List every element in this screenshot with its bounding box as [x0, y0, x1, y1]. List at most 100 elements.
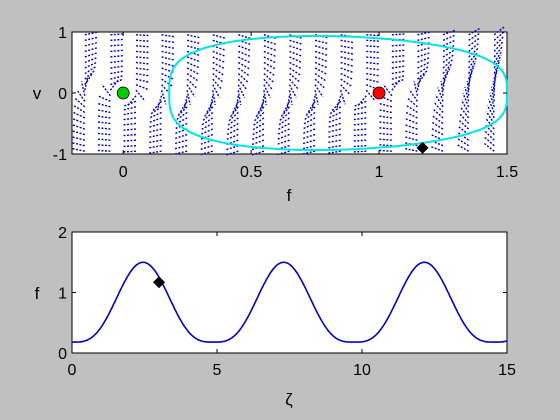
vector-arrow: [417, 56, 430, 64]
vector-arrow: [257, 101, 265, 115]
vector-arrow: [430, 127, 444, 136]
vector-arrow: [231, 101, 239, 115]
vector-arrow: [84, 72, 94, 86]
vector-arrow: [442, 34, 456, 41]
vector-arrow: [84, 75, 89, 91]
vector-arrow: [440, 80, 444, 96]
vector-arrow: [161, 78, 174, 88]
vector-arrow: [462, 93, 470, 108]
vector-arrow: [406, 97, 418, 108]
vector-arrow: [489, 92, 495, 108]
vector-arrow: [366, 50, 380, 54]
vector-arrow: [353, 150, 367, 153]
vector-arrow: [237, 90, 242, 106]
vector-arrow: [404, 142, 418, 147]
vector-arrow: [327, 128, 341, 133]
vector-arrow: [303, 111, 316, 121]
vector-arrow: [289, 56, 302, 63]
vector-arrow: [225, 150, 239, 156]
vector-arrow: [340, 45, 354, 49]
vector-arrow: [174, 150, 188, 155]
vector-arrow: [110, 78, 123, 86]
x-tick-label: 15: [498, 362, 516, 379]
vector-arrow: [391, 60, 405, 64]
vector-arrow: [328, 111, 341, 119]
vector-arrow: [226, 128, 239, 136]
vector-arrow: [110, 65, 124, 69]
phase-x-axis-label: f: [287, 186, 292, 205]
vector-arrow: [122, 117, 137, 121]
vector-arrow: [289, 73, 301, 83]
vector-arrow: [458, 112, 470, 124]
vector-arrow: [442, 66, 452, 80]
vector-arrow: [237, 84, 246, 99]
vector-arrow: [238, 34, 252, 40]
vector-arrow: [200, 139, 213, 146]
vector-arrow: [328, 117, 341, 124]
vector-arrow: [340, 39, 354, 44]
vector-arrow: [110, 54, 124, 58]
vector-arrow: [161, 34, 175, 38]
vector-arrow: [148, 122, 162, 128]
vector-arrow: [174, 122, 188, 130]
vector-arrow: [122, 128, 137, 131]
vector-arrow: [186, 78, 198, 90]
vector-arrow: [148, 139, 162, 144]
vector-arrow: [186, 34, 201, 39]
phase-y-ticks: -1 0 1: [53, 25, 507, 164]
signal-y-axis-label: f: [35, 284, 40, 303]
vector-arrow: [84, 52, 98, 58]
vector-arrow: [174, 139, 188, 145]
vector-arrow: [314, 61, 328, 69]
vector-arrow: [135, 67, 149, 71]
vector-arrow: [433, 101, 444, 113]
vector-arrow: [366, 34, 380, 37]
vector-arrow: [442, 58, 454, 69]
vector-arrow: [263, 67, 276, 77]
vector-arrow: [238, 39, 252, 46]
vector-arrow: [457, 131, 470, 141]
vector-arrow: [434, 94, 444, 108]
vector-arrow: [84, 31, 98, 36]
vector-arrow: [413, 81, 419, 96]
vector-arrow: [263, 61, 276, 70]
vector-arrow: [457, 125, 470, 136]
vector-arrow: [212, 84, 221, 98]
vector-arrow: [123, 106, 137, 111]
vector-arrow: [468, 37, 481, 47]
vector-arrow: [251, 139, 265, 146]
vector-arrow: [97, 138, 111, 141]
vector-arrow: [235, 95, 240, 111]
vector-arrow: [340, 90, 346, 105]
vector-arrow: [457, 119, 470, 130]
phase-plot-area: [71, 31, 508, 155]
vector-arrow: [456, 137, 469, 147]
vector-arrow: [483, 142, 495, 152]
vector-arrow: [466, 80, 470, 96]
y-tick-label: 0: [58, 346, 67, 363]
vector-arrow: [183, 95, 188, 111]
vector-arrow: [442, 39, 456, 47]
vector-arrow: [378, 127, 392, 130]
vector-arrow: [148, 144, 162, 149]
vector-arrow: [174, 128, 188, 135]
x-tick-label: 0: [68, 362, 77, 379]
vector-arrow: [286, 95, 291, 111]
vector-arrow: [484, 117, 495, 130]
vector-arrow: [175, 111, 188, 121]
vector-arrow: [483, 136, 495, 147]
vector-arrow: [302, 150, 316, 155]
vector-arrow: [314, 67, 328, 75]
vector-arrow: [405, 111, 418, 119]
vector-arrow: [126, 95, 137, 108]
vector-arrow: [122, 144, 137, 148]
vector-arrow: [289, 67, 302, 76]
vector-arrow: [487, 98, 495, 113]
vector-arrow: [493, 55, 502, 69]
vector-arrow: [442, 49, 455, 58]
vector-arrow: [200, 117, 214, 126]
vector-arrow: [378, 149, 392, 152]
vector-arrow: [378, 121, 392, 125]
vector-arrow: [148, 133, 162, 139]
